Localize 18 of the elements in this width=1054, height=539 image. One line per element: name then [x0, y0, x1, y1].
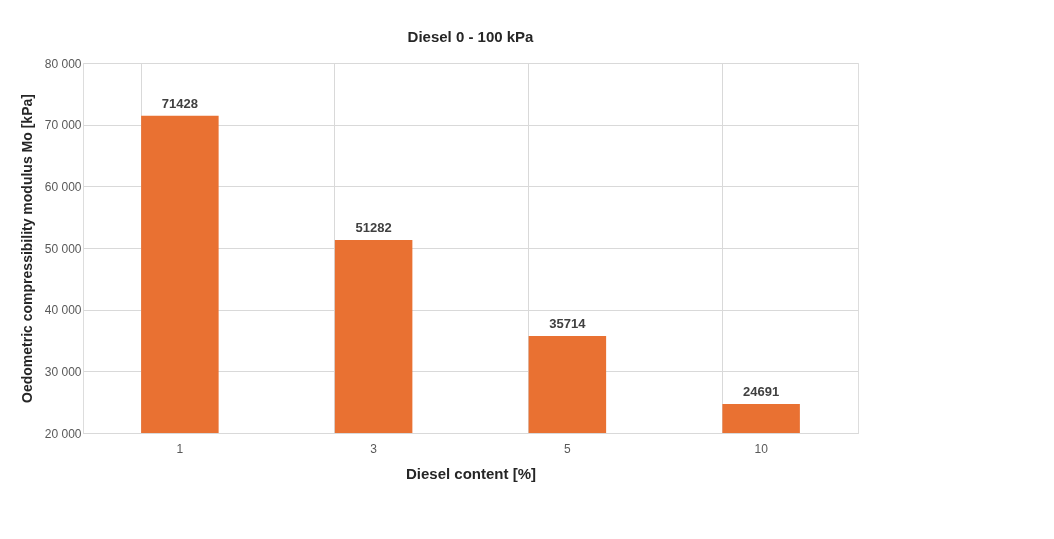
x-tick-label: 10 [754, 441, 769, 456]
x-tick-label: 3 [370, 441, 378, 456]
y-axis-title: Oedometric compressibility modulus Mo [kPa] [18, 94, 35, 403]
x-axis-title: Diesel content [%] [405, 464, 537, 482]
y-tick-label: 70 000 [44, 118, 82, 133]
y-tick-label: 20 000 [44, 426, 82, 441]
chart-title: Diesel 0 - 100 kPa [407, 28, 535, 45]
y-tick-label: 30 000 [44, 364, 82, 379]
data-label: 51282 [355, 220, 392, 236]
data-label: 35714 [549, 316, 587, 332]
data-label: 24691 [743, 384, 780, 400]
y-tick-label: 60 000 [44, 179, 82, 194]
y-tick-label: 50 000 [44, 241, 82, 256]
y-tick-label: 40 000 [44, 303, 82, 318]
x-tick-label: 5 [564, 441, 572, 456]
data-label: 71428 [161, 95, 198, 111]
y-tick-label: 80 000 [44, 56, 82, 71]
x-tick-label: 1 [176, 441, 184, 456]
